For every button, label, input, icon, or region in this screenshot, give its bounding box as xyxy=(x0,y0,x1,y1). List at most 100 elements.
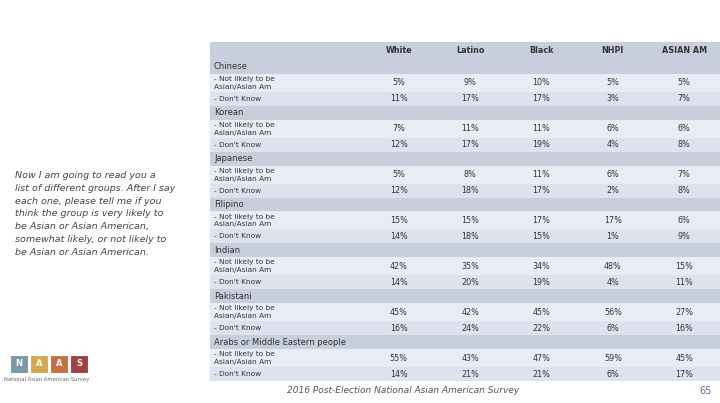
Text: 4%: 4% xyxy=(606,140,619,149)
Text: 15%: 15% xyxy=(390,216,408,225)
Text: 6%: 6% xyxy=(606,324,619,332)
Bar xyxy=(210,321,720,335)
Text: 48%: 48% xyxy=(604,262,622,271)
Text: National Asian American Survey: National Asian American Survey xyxy=(4,377,89,382)
Text: 17%: 17% xyxy=(462,140,479,149)
Bar xyxy=(210,74,720,92)
Text: 14%: 14% xyxy=(390,278,408,287)
Text: 17%: 17% xyxy=(462,94,479,103)
Text: 45%: 45% xyxy=(390,308,408,317)
Bar xyxy=(210,60,720,74)
Bar xyxy=(210,289,720,303)
Text: - Not likely to be: - Not likely to be xyxy=(214,305,275,311)
Text: 21%: 21% xyxy=(533,370,550,378)
Text: 11%: 11% xyxy=(675,278,693,287)
Text: 5%: 5% xyxy=(392,78,405,87)
Text: 47%: 47% xyxy=(533,353,550,363)
Text: 9%: 9% xyxy=(464,78,477,87)
Text: 5%: 5% xyxy=(678,78,690,87)
Bar xyxy=(210,184,720,197)
Text: Asian/Asian Am: Asian/Asian Am xyxy=(214,359,271,365)
Text: Now I am going to read you a
list of different groups. After I say
each one, ple: Now I am going to read you a list of dif… xyxy=(14,171,175,257)
Bar xyxy=(210,367,720,381)
Text: 16%: 16% xyxy=(675,324,693,332)
Text: Who Counts As Asian American? Answers by Race of Respondent: Who Counts As Asian American? Answers by… xyxy=(10,13,567,29)
Text: Latino: Latino xyxy=(456,46,485,56)
Text: 8%: 8% xyxy=(464,170,477,179)
Text: 11%: 11% xyxy=(390,94,408,103)
Text: 22%: 22% xyxy=(533,324,551,332)
Text: Black: Black xyxy=(529,46,554,56)
Bar xyxy=(70,355,88,373)
Text: 3%: 3% xyxy=(606,94,619,103)
Text: White: White xyxy=(385,46,412,56)
Text: 42%: 42% xyxy=(390,262,408,271)
Text: 15%: 15% xyxy=(462,216,479,225)
Bar xyxy=(10,355,28,373)
Text: - Not likely to be: - Not likely to be xyxy=(214,260,275,266)
Text: 16%: 16% xyxy=(390,324,408,332)
Text: Asian/Asian Am: Asian/Asian Am xyxy=(214,84,271,90)
Bar xyxy=(210,120,720,138)
Text: Asian/Asian Am: Asian/Asian Am xyxy=(214,130,271,136)
Text: - Not likely to be: - Not likely to be xyxy=(214,122,275,128)
Text: A: A xyxy=(55,359,62,368)
Text: 17%: 17% xyxy=(533,186,550,195)
Text: 21%: 21% xyxy=(462,370,479,378)
Text: 17%: 17% xyxy=(533,94,550,103)
Text: Korean: Korean xyxy=(214,108,243,117)
Text: 5%: 5% xyxy=(606,78,619,87)
Bar xyxy=(210,152,720,166)
Bar xyxy=(210,335,720,349)
Text: - Don't Know: - Don't Know xyxy=(214,187,261,193)
Text: 6%: 6% xyxy=(606,124,619,133)
Text: 10%: 10% xyxy=(533,78,550,87)
Text: 59%: 59% xyxy=(604,353,622,363)
Text: 55%: 55% xyxy=(390,353,408,363)
Text: 18%: 18% xyxy=(462,186,479,195)
Text: 11%: 11% xyxy=(533,170,550,179)
Bar xyxy=(210,106,720,120)
Text: 11%: 11% xyxy=(533,124,550,133)
Bar xyxy=(210,349,720,367)
Text: Asian/Asian Am: Asian/Asian Am xyxy=(214,221,271,227)
Text: Asian/Asian Am: Asian/Asian Am xyxy=(214,313,271,319)
Bar xyxy=(210,275,720,289)
Text: 17%: 17% xyxy=(604,216,622,225)
Text: 6%: 6% xyxy=(606,370,619,378)
Text: 14%: 14% xyxy=(390,232,408,241)
Text: 19%: 19% xyxy=(533,278,550,287)
Text: 35%: 35% xyxy=(462,262,479,271)
Text: 15%: 15% xyxy=(533,232,550,241)
Text: 11%: 11% xyxy=(462,124,479,133)
Text: 34%: 34% xyxy=(533,262,550,271)
Text: 9%: 9% xyxy=(678,232,690,241)
Text: 2016 Post-Election National Asian American Survey: 2016 Post-Election National Asian Americ… xyxy=(287,386,519,395)
Bar xyxy=(50,355,68,373)
Text: 20%: 20% xyxy=(462,278,479,287)
Text: - Not likely to be: - Not likely to be xyxy=(214,168,275,174)
Text: NHPI: NHPI xyxy=(602,46,624,56)
Text: - Don't Know: - Don't Know xyxy=(214,325,261,331)
Text: N: N xyxy=(16,359,22,368)
Text: 2%: 2% xyxy=(606,186,619,195)
Text: - Don't Know: - Don't Know xyxy=(214,142,261,147)
Text: ASIAN AM: ASIAN AM xyxy=(662,46,707,56)
Text: 7%: 7% xyxy=(678,170,690,179)
Text: 27%: 27% xyxy=(675,308,693,317)
Text: Indian: Indian xyxy=(214,246,240,255)
Text: 45%: 45% xyxy=(675,353,693,363)
Text: 45%: 45% xyxy=(533,308,550,317)
Text: A: A xyxy=(36,359,42,368)
Text: 12%: 12% xyxy=(390,140,408,149)
Text: 17%: 17% xyxy=(533,216,550,225)
Text: - Not likely to be: - Not likely to be xyxy=(214,76,275,82)
Bar xyxy=(210,42,720,60)
Bar xyxy=(210,243,720,258)
Text: - Don't Know: - Don't Know xyxy=(214,233,261,239)
Text: Pakistani: Pakistani xyxy=(214,292,251,301)
Bar xyxy=(210,303,720,321)
Text: 56%: 56% xyxy=(604,308,622,317)
Text: 24%: 24% xyxy=(462,324,479,332)
Text: 43%: 43% xyxy=(462,353,479,363)
